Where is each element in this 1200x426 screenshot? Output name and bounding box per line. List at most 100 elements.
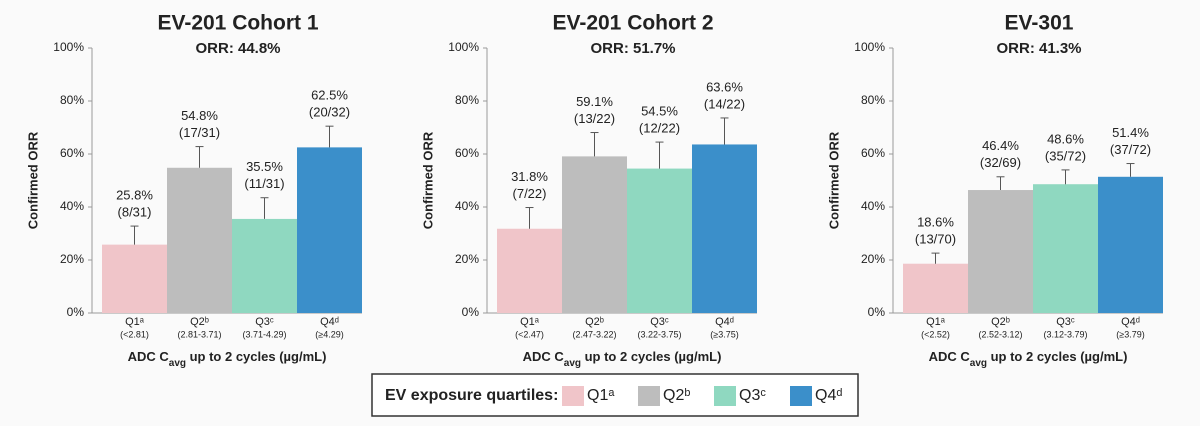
- count-label: (35/72): [1045, 148, 1086, 163]
- chart-title: EV-201 Cohort 2: [552, 12, 713, 35]
- legend-title: EV exposure quartiles:: [385, 387, 558, 404]
- value-label: 59.1%: [576, 94, 613, 109]
- legend-label: Q3ᶜ: [739, 387, 766, 404]
- bar: [903, 263, 968, 313]
- x-tick-label: Q2ᵇ: [991, 316, 1010, 328]
- x-tick-label: Q1ᵃ: [125, 316, 145, 328]
- bar: [232, 218, 297, 313]
- x-tick-label: Q3ᶜ: [650, 316, 669, 328]
- y-axis-label: Confirmed ORR: [420, 131, 435, 229]
- bar: [102, 244, 167, 313]
- bar: [562, 156, 627, 313]
- value-label: 25.8%: [116, 188, 153, 203]
- x-tick-range: (2.81-3.71): [177, 329, 221, 339]
- y-tick-label: 100%: [854, 40, 885, 54]
- x-tick-label: Q4ᵈ: [715, 316, 734, 328]
- value-label: 54.5%: [641, 104, 678, 119]
- x-tick-range: (<2.81): [120, 329, 149, 339]
- count-label: (13/70): [915, 232, 956, 247]
- y-tick-label: 80%: [60, 93, 84, 107]
- x-axis-label: ADC Cavg up to 2 cycles (µg/mL): [929, 349, 1128, 369]
- x-axis-label-part: avg: [169, 358, 186, 369]
- x-tick-range: (<2.52): [921, 329, 950, 339]
- count-label: (7/22): [513, 186, 547, 201]
- x-tick-range: (3.12-3.79): [1043, 329, 1087, 339]
- y-tick-label: 40%: [861, 199, 885, 213]
- bar: [1098, 176, 1163, 313]
- value-label: 62.5%: [311, 88, 348, 103]
- legend-swatch: [790, 386, 812, 406]
- x-axis-label-part: up to 2 cycles (µg/mL): [186, 349, 326, 364]
- chart-title: EV-201 Cohort 1: [157, 12, 318, 35]
- x-tick-range: (≥3.79): [1116, 329, 1144, 339]
- bar: [968, 190, 1033, 313]
- count-label: (17/31): [179, 125, 220, 140]
- count-label: (37/72): [1110, 142, 1151, 157]
- y-tick-label: 0%: [868, 305, 886, 319]
- y-tick-label: 20%: [60, 252, 84, 266]
- chart-subtitle: ORR: 44.8%: [195, 40, 280, 57]
- value-label: 48.6%: [1047, 131, 1084, 146]
- x-tick-range: (2.47-3.22): [572, 329, 616, 339]
- count-label: (8/31): [118, 205, 152, 220]
- legend-swatch: [714, 386, 736, 406]
- count-label: (13/22): [574, 111, 615, 126]
- legend-swatch: [638, 386, 660, 406]
- x-axis-label-part: avg: [564, 358, 581, 369]
- value-label: 35.5%: [246, 159, 283, 174]
- x-tick-label: Q2ᵇ: [585, 316, 604, 328]
- count-label: (20/32): [309, 105, 350, 120]
- x-axis-label-part: up to 2 cycles (µg/mL): [581, 349, 721, 364]
- x-tick-range: (≥3.75): [710, 329, 738, 339]
- value-label: 63.6%: [706, 79, 743, 94]
- x-tick-label: Q1ᵃ: [926, 316, 946, 328]
- bar: [297, 147, 362, 313]
- count-label: (12/22): [639, 121, 680, 136]
- legend-box: [371, 373, 859, 417]
- y-tick-label: 20%: [861, 252, 885, 266]
- y-tick-label: 0%: [462, 305, 480, 319]
- y-tick-label: 80%: [861, 93, 885, 107]
- x-tick-range: (3.22-3.75): [637, 329, 681, 339]
- x-tick-range: (3.71-4.29): [242, 329, 286, 339]
- y-tick-label: 100%: [53, 40, 84, 54]
- y-tick-label: 0%: [67, 305, 85, 319]
- chart-subtitle: ORR: 51.7%: [590, 40, 675, 57]
- x-tick-label: Q3ᶜ: [255, 316, 274, 328]
- x-tick-label: Q2ᵇ: [190, 316, 209, 328]
- y-tick-label: 60%: [455, 146, 479, 160]
- x-tick-range: (<2.47): [515, 329, 544, 339]
- legend-label: Q2ᵇ: [663, 387, 690, 404]
- x-tick-label: Q4ᵈ: [320, 316, 339, 328]
- x-axis-label-part: up to 2 cycles (µg/mL): [987, 349, 1127, 364]
- x-axis-label-part: ADC C: [523, 349, 565, 364]
- y-tick-label: 40%: [60, 199, 84, 213]
- bar: [1033, 184, 1098, 313]
- count-label: (14/22): [704, 96, 745, 111]
- chart-title: EV-301: [1005, 12, 1074, 35]
- count-label: (32/69): [980, 155, 1021, 170]
- y-tick-label: 60%: [60, 146, 84, 160]
- legend-label: Q4ᵈ: [815, 387, 842, 404]
- x-axis-label-part: ADC C: [929, 349, 971, 364]
- y-tick-label: 40%: [455, 199, 479, 213]
- x-tick-range: (≥4.29): [315, 329, 343, 339]
- x-tick-label: Q1ᵃ: [520, 316, 540, 328]
- y-tick-label: 100%: [448, 40, 479, 54]
- bar: [627, 168, 692, 313]
- x-tick-range: (2.52-3.12): [978, 329, 1022, 339]
- legend-label: Q1ᵃ: [587, 387, 615, 404]
- x-axis-label-part: ADC C: [128, 349, 170, 364]
- x-axis-label-part: avg: [970, 358, 987, 369]
- y-axis-label: Confirmed ORR: [25, 131, 40, 229]
- bar: [692, 144, 757, 313]
- value-label: 46.4%: [982, 138, 1019, 153]
- count-label: (11/31): [244, 176, 284, 191]
- chart-subtitle: ORR: 41.3%: [996, 40, 1081, 57]
- y-axis-label: Confirmed ORR: [826, 131, 841, 229]
- bar: [497, 228, 562, 313]
- x-axis-label: ADC Cavg up to 2 cycles (µg/mL): [128, 349, 327, 369]
- x-tick-label: Q3ᶜ: [1056, 316, 1075, 328]
- x-axis-label: ADC Cavg up to 2 cycles (µg/mL): [523, 349, 722, 369]
